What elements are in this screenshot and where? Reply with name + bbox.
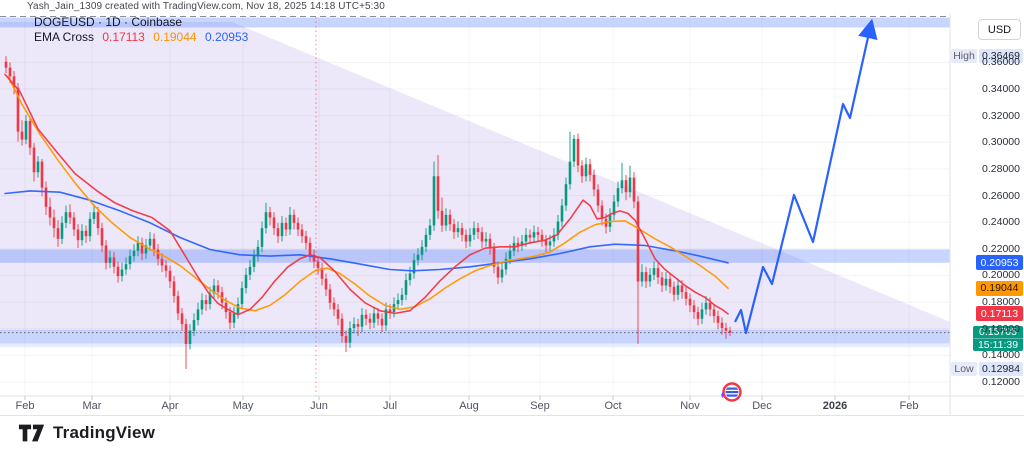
price-tick-label: 0.34000 xyxy=(982,83,1020,95)
ema-price-badge[interactable]: 0.17113 xyxy=(976,306,1023,322)
time-axis-label: Jul xyxy=(382,400,398,412)
time-axis-label: Mar xyxy=(82,400,102,412)
price-tick-label: 0.26000 xyxy=(982,189,1020,202)
tradingview-logo-text: TradingView xyxy=(53,423,156,442)
price-tick-label: 0.18000 xyxy=(982,296,1020,309)
price-tick-label: 0.30000 xyxy=(982,136,1020,149)
ema-slow-line xyxy=(4,190,729,272)
time-axis-label: Feb xyxy=(899,400,919,412)
time-axis-label: Sep xyxy=(530,400,550,412)
support-zone-band xyxy=(0,330,950,344)
ema-mid-line xyxy=(7,75,729,312)
price-tick-label: 0.22000 xyxy=(982,242,1020,255)
last-price-value: 0.15705 xyxy=(979,326,1017,339)
time-axis-label: Apr xyxy=(161,400,179,412)
symbol-title[interactable]: DOGEUSD · 1D · Coinbase xyxy=(34,15,183,29)
attribution-text: Yash_Jain_1309 created with TradingView.… xyxy=(27,1,385,12)
time-axis-label: Dec xyxy=(752,400,772,412)
price-tick-label: 0.28000 xyxy=(982,162,1020,175)
bar-countdown: 15:11:39 xyxy=(973,338,1023,351)
grid xyxy=(0,13,950,396)
price-tick-label: 0.36000 xyxy=(982,56,1020,69)
time-axis-label: Nov xyxy=(680,400,700,412)
price-tick-label: 0.12000 xyxy=(982,375,1020,388)
ema-slow-value: 0.20953 xyxy=(204,30,249,44)
ema-price-badge[interactable]: 0.19044 xyxy=(976,280,1023,296)
last-price-badge[interactable]: 0.15705 15:11:39 xyxy=(973,326,1023,352)
indicator-name: EMA Cross xyxy=(34,30,95,44)
time-axis-label: Jun xyxy=(310,400,328,412)
tradingview-logo-icon xyxy=(18,424,45,442)
chart-legend: DOGEUSD · 1D · Coinbase EMA Cross 0.1711… xyxy=(34,15,248,44)
ema-price-badge[interactable]: 0.20953 xyxy=(976,255,1023,271)
ema-cross-legend[interactable]: EMA Cross 0.17113 0.19044 0.20953 xyxy=(34,30,248,44)
time-axis-label: Aug xyxy=(459,400,479,412)
price-tick-label: 0.32000 xyxy=(982,109,1020,122)
price-tick-label: 0.14000 xyxy=(982,349,1020,362)
projection-arrow-drawing xyxy=(734,18,878,335)
price-tick-label: 0.20000 xyxy=(982,269,1020,282)
support-zone-fringe xyxy=(0,343,950,348)
sparkle-icon xyxy=(721,391,725,399)
time-axis-label: Oct xyxy=(604,400,622,412)
time-axis-label: May xyxy=(232,400,254,412)
high-value: 0.36469 xyxy=(979,49,1023,64)
low-label: Low xyxy=(951,361,977,376)
low-value: 0.12984 xyxy=(979,361,1023,376)
ema-fast-value: 0.17113 xyxy=(102,30,145,44)
plot-area xyxy=(0,13,950,396)
target-zone-band xyxy=(0,17,950,28)
time-axis-label: 2026 xyxy=(822,400,848,412)
candlestick-series xyxy=(4,56,732,369)
sticker-drawing[interactable] xyxy=(721,382,742,402)
currency-button[interactable]: USD xyxy=(978,19,1021,40)
tradingview-logo[interactable]: TradingView xyxy=(18,423,155,443)
price-tick-label: 0.16000 xyxy=(982,322,1020,335)
ema-mid-value: 0.19044 xyxy=(153,30,197,44)
price-tick-label: 0.24000 xyxy=(982,216,1020,229)
ema-fast-line xyxy=(4,73,729,316)
high-label: High xyxy=(951,49,977,64)
time-axis-label: Feb xyxy=(15,400,35,412)
